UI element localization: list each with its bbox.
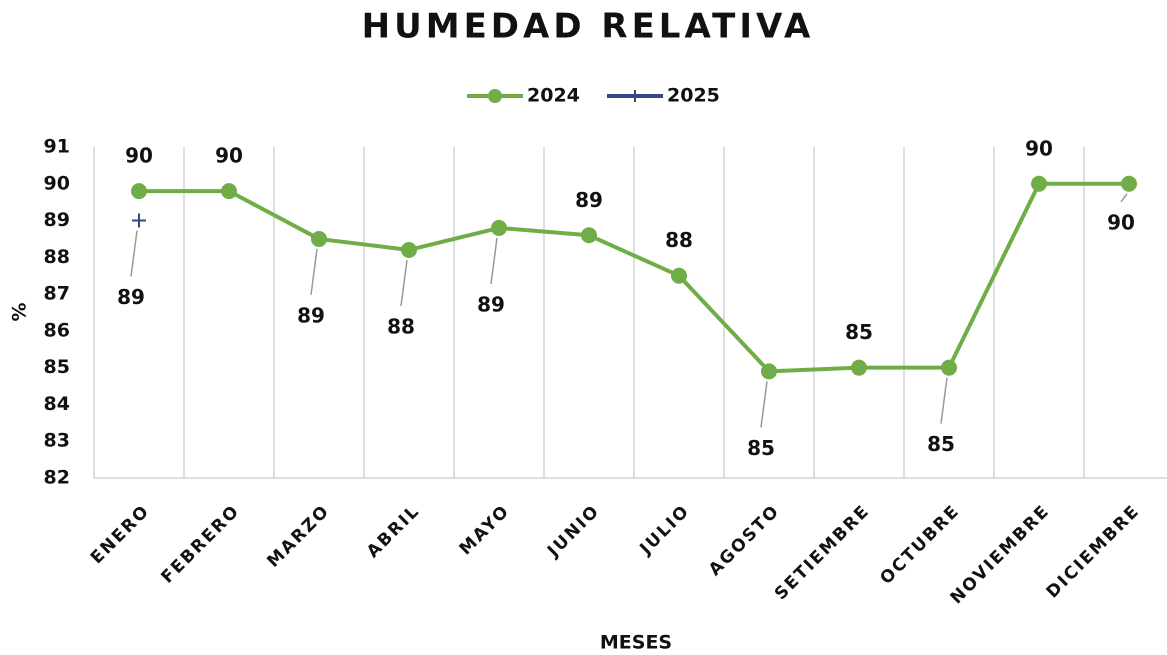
leader-line bbox=[1120, 193, 1128, 203]
chart-title: HUMEDAD RELATIVA bbox=[362, 7, 815, 47]
point bbox=[1031, 175, 1047, 192]
x-tick-label: SETIEMBRE bbox=[771, 501, 874, 604]
y-tick-label: 82 bbox=[44, 467, 70, 489]
leader-line bbox=[940, 377, 948, 424]
data-label: 90 bbox=[1025, 136, 1053, 160]
legend-label: 2024 bbox=[527, 85, 580, 107]
x-tick-label: NOVIEMBRE bbox=[947, 501, 1054, 608]
leader-line bbox=[310, 248, 318, 296]
x-tick-label: ENERO bbox=[87, 501, 154, 568]
y-tick-label: 90 bbox=[44, 172, 70, 194]
y-tick-label: 87 bbox=[44, 283, 70, 305]
leader-line bbox=[130, 230, 138, 277]
point bbox=[1121, 175, 1137, 192]
point bbox=[491, 219, 507, 236]
data-label: 88 bbox=[387, 314, 415, 338]
point bbox=[941, 359, 957, 376]
x-tick-label: JUNIO bbox=[543, 501, 604, 562]
series-line bbox=[139, 181, 1129, 374]
data-label: 89 bbox=[575, 188, 603, 212]
leader-line bbox=[400, 259, 408, 307]
point bbox=[131, 183, 147, 200]
legend-marker bbox=[488, 89, 502, 103]
data-label: 85 bbox=[747, 436, 775, 460]
leader-line bbox=[760, 381, 768, 428]
point bbox=[401, 241, 417, 258]
x-tick-label: JULIO bbox=[636, 501, 695, 560]
data-label: 89 bbox=[117, 285, 145, 309]
y-tick-label: 84 bbox=[44, 393, 70, 415]
data-label: 85 bbox=[927, 432, 955, 456]
data-label: 90 bbox=[215, 144, 243, 168]
point bbox=[221, 183, 237, 200]
point bbox=[132, 213, 146, 228]
x-tick-label: ABRIL bbox=[363, 501, 424, 562]
point bbox=[671, 267, 687, 284]
x-tick-label: AGOSTO bbox=[705, 501, 784, 580]
x-tick-label: MARZO bbox=[263, 501, 334, 572]
leader-line bbox=[490, 237, 498, 285]
y-axis-label: % bbox=[9, 302, 31, 321]
legend-label: 2025 bbox=[667, 85, 720, 107]
x-tick-label: DICIEMBRE bbox=[1043, 501, 1144, 602]
data-label: 89 bbox=[297, 303, 325, 327]
point bbox=[581, 227, 597, 244]
y-tick-label: 88 bbox=[44, 246, 70, 268]
x-tick-label: FEBRERO bbox=[157, 501, 244, 588]
data-label: 90 bbox=[125, 144, 153, 168]
x-tick-label: OCTUBRE bbox=[876, 501, 964, 589]
x-axis-label: MESES bbox=[600, 632, 672, 654]
y-tick-label: 83 bbox=[44, 430, 70, 452]
y-tick-label: 86 bbox=[44, 319, 70, 341]
data-label: 88 bbox=[665, 228, 693, 252]
point bbox=[761, 363, 777, 380]
point bbox=[851, 359, 867, 376]
data-label: 85 bbox=[845, 320, 873, 344]
y-tick-label: 89 bbox=[44, 209, 70, 231]
y-tick-label: 91 bbox=[44, 136, 70, 158]
point bbox=[311, 230, 327, 247]
data-label: 89 bbox=[477, 292, 505, 316]
data-label: 90 bbox=[1107, 210, 1135, 234]
y-tick-label: 85 bbox=[44, 356, 70, 378]
legend-marker bbox=[629, 90, 641, 102]
x-tick-label: MAYO bbox=[456, 501, 514, 559]
